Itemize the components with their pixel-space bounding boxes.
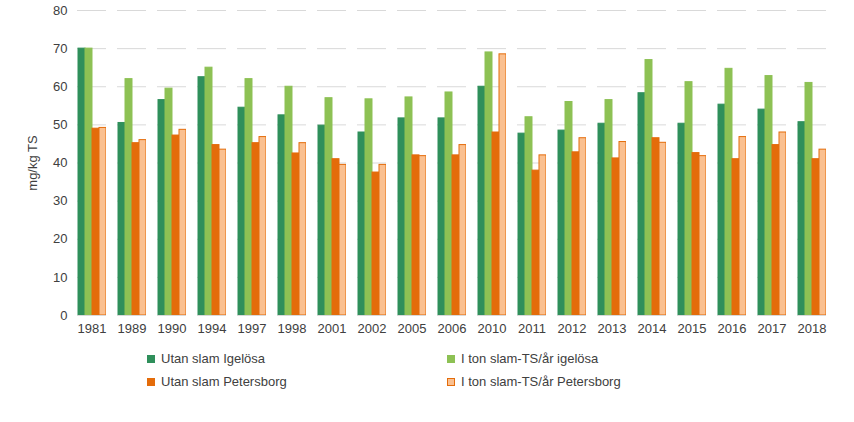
- html-text:I ton slam-TS/år Petersborg: I ton slam-TS/år Petersborg: [461, 374, 621, 389]
- svg-text:1990: 1990: [158, 321, 187, 336]
- svg-text:40: 40: [53, 155, 67, 170]
- svg-text:2001: 2001: [318, 321, 347, 336]
- svg-text:1998: 1998: [278, 321, 307, 336]
- svg-text:1981: 1981: [78, 321, 107, 336]
- svg-text:2014: 2014: [638, 321, 667, 336]
- svg-text:mg/kg TS: mg/kg TS: [25, 135, 40, 191]
- svg-text:2005: 2005: [398, 321, 427, 336]
- svg-text:2011: 2011: [518, 321, 546, 336]
- svg-text:2017: 2017: [758, 321, 787, 336]
- svg-text:2015: 2015: [678, 321, 707, 336]
- html-text:Utan slam Petersborg: Utan slam Petersborg: [161, 374, 287, 389]
- svg-text:1997: 1997: [238, 321, 267, 336]
- svg-text:60: 60: [53, 79, 67, 94]
- svg-text:50: 50: [53, 117, 67, 132]
- svg-text:2016: 2016: [718, 321, 747, 336]
- svg-text:80: 80: [53, 3, 67, 18]
- svg-text:1994: 1994: [198, 321, 227, 336]
- svg-text:2012: 2012: [558, 321, 587, 336]
- svg-text:1989: 1989: [118, 321, 147, 336]
- svg-text:70: 70: [53, 41, 67, 56]
- svg-text:20: 20: [53, 231, 67, 246]
- html-text:I ton slam-TS/år igelösa: I ton slam-TS/år igelösa: [461, 351, 599, 366]
- svg-text:30: 30: [53, 193, 67, 208]
- svg-text:2018: 2018: [798, 321, 827, 336]
- svg-text:0: 0: [60, 308, 67, 323]
- svg-text:10: 10: [53, 270, 67, 285]
- html-text:Utan slam Igelösa: Utan slam Igelösa: [161, 351, 266, 366]
- svg-text:2002: 2002: [358, 321, 387, 336]
- svg-text:2013: 2013: [598, 321, 627, 336]
- svg-text:2006: 2006: [438, 321, 467, 336]
- svg-text:2010: 2010: [478, 321, 507, 336]
